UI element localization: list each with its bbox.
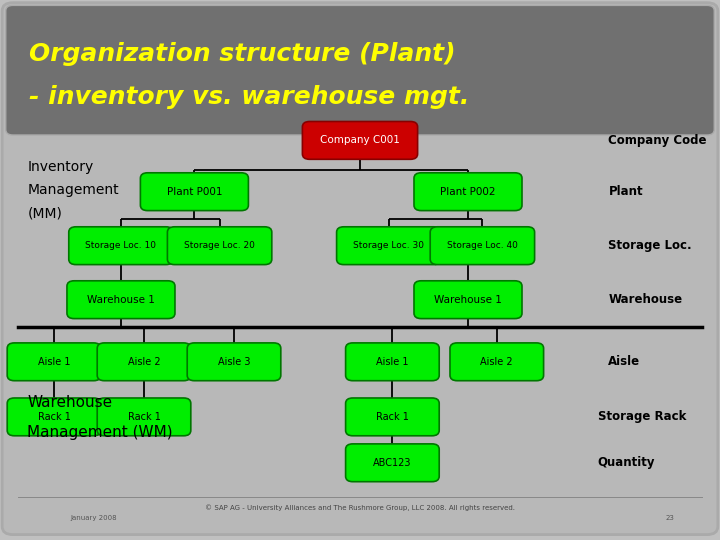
FancyBboxPatch shape xyxy=(346,343,439,381)
Text: Aisle 1: Aisle 1 xyxy=(376,357,409,367)
FancyBboxPatch shape xyxy=(450,343,544,381)
FancyBboxPatch shape xyxy=(414,281,522,319)
Text: Warehouse: Warehouse xyxy=(27,395,112,410)
Text: Aisle: Aisle xyxy=(608,355,641,368)
Text: Aisle 3: Aisle 3 xyxy=(217,357,251,367)
FancyBboxPatch shape xyxy=(2,3,718,535)
Text: Warehouse 1: Warehouse 1 xyxy=(434,295,502,305)
FancyBboxPatch shape xyxy=(140,173,248,211)
FancyBboxPatch shape xyxy=(97,398,191,436)
FancyBboxPatch shape xyxy=(431,227,534,265)
Text: Storage Loc.: Storage Loc. xyxy=(608,239,692,252)
Text: Storage Rack: Storage Rack xyxy=(598,410,686,423)
FancyBboxPatch shape xyxy=(414,173,522,211)
Text: ABC123: ABC123 xyxy=(373,458,412,468)
FancyBboxPatch shape xyxy=(346,398,439,436)
Text: Plant: Plant xyxy=(608,185,643,198)
FancyBboxPatch shape xyxy=(6,5,714,135)
Text: Aisle 1: Aisle 1 xyxy=(37,357,71,367)
FancyBboxPatch shape xyxy=(69,227,173,265)
Text: Aisle 2: Aisle 2 xyxy=(480,357,513,367)
Text: Storage Loc. 40: Storage Loc. 40 xyxy=(447,241,518,250)
FancyBboxPatch shape xyxy=(7,343,101,381)
FancyBboxPatch shape xyxy=(302,122,418,159)
Text: Storage Loc. 20: Storage Loc. 20 xyxy=(184,241,255,250)
Text: Warehouse 1: Warehouse 1 xyxy=(87,295,155,305)
Text: Management: Management xyxy=(27,183,119,197)
Text: Plant P002: Plant P002 xyxy=(440,187,496,197)
FancyBboxPatch shape xyxy=(7,398,101,436)
Text: Organization structure (Plant): Organization structure (Plant) xyxy=(29,42,455,66)
Text: Plant P001: Plant P001 xyxy=(166,187,222,197)
Text: Storage Loc. 30: Storage Loc. 30 xyxy=(354,241,424,250)
Text: Warehouse: Warehouse xyxy=(608,293,683,306)
Text: - inventory vs. warehouse mgt.: - inventory vs. warehouse mgt. xyxy=(29,85,469,109)
Text: Company C001: Company C001 xyxy=(320,136,400,145)
Text: © SAP AG - University Alliances and The Rushmore Group, LLC 2008. All rights res: © SAP AG - University Alliances and The … xyxy=(205,504,515,511)
FancyBboxPatch shape xyxy=(187,343,281,381)
Text: (MM): (MM) xyxy=(27,206,62,220)
Text: Management (WM): Management (WM) xyxy=(27,424,173,440)
FancyBboxPatch shape xyxy=(67,281,175,319)
Text: Aisle 2: Aisle 2 xyxy=(127,357,161,367)
FancyBboxPatch shape xyxy=(337,227,441,265)
Text: 23: 23 xyxy=(665,515,674,522)
Text: Company Code: Company Code xyxy=(608,134,707,147)
Text: Storage Loc. 10: Storage Loc. 10 xyxy=(86,241,156,250)
Text: Rack 1: Rack 1 xyxy=(37,412,71,422)
FancyBboxPatch shape xyxy=(346,444,439,482)
Text: Quantity: Quantity xyxy=(598,456,655,469)
Text: Rack 1: Rack 1 xyxy=(376,412,409,422)
Text: Inventory: Inventory xyxy=(27,160,94,174)
Text: January 2008: January 2008 xyxy=(71,515,117,522)
Text: Rack 1: Rack 1 xyxy=(127,412,161,422)
FancyBboxPatch shape xyxy=(97,343,191,381)
FancyBboxPatch shape xyxy=(167,227,271,265)
